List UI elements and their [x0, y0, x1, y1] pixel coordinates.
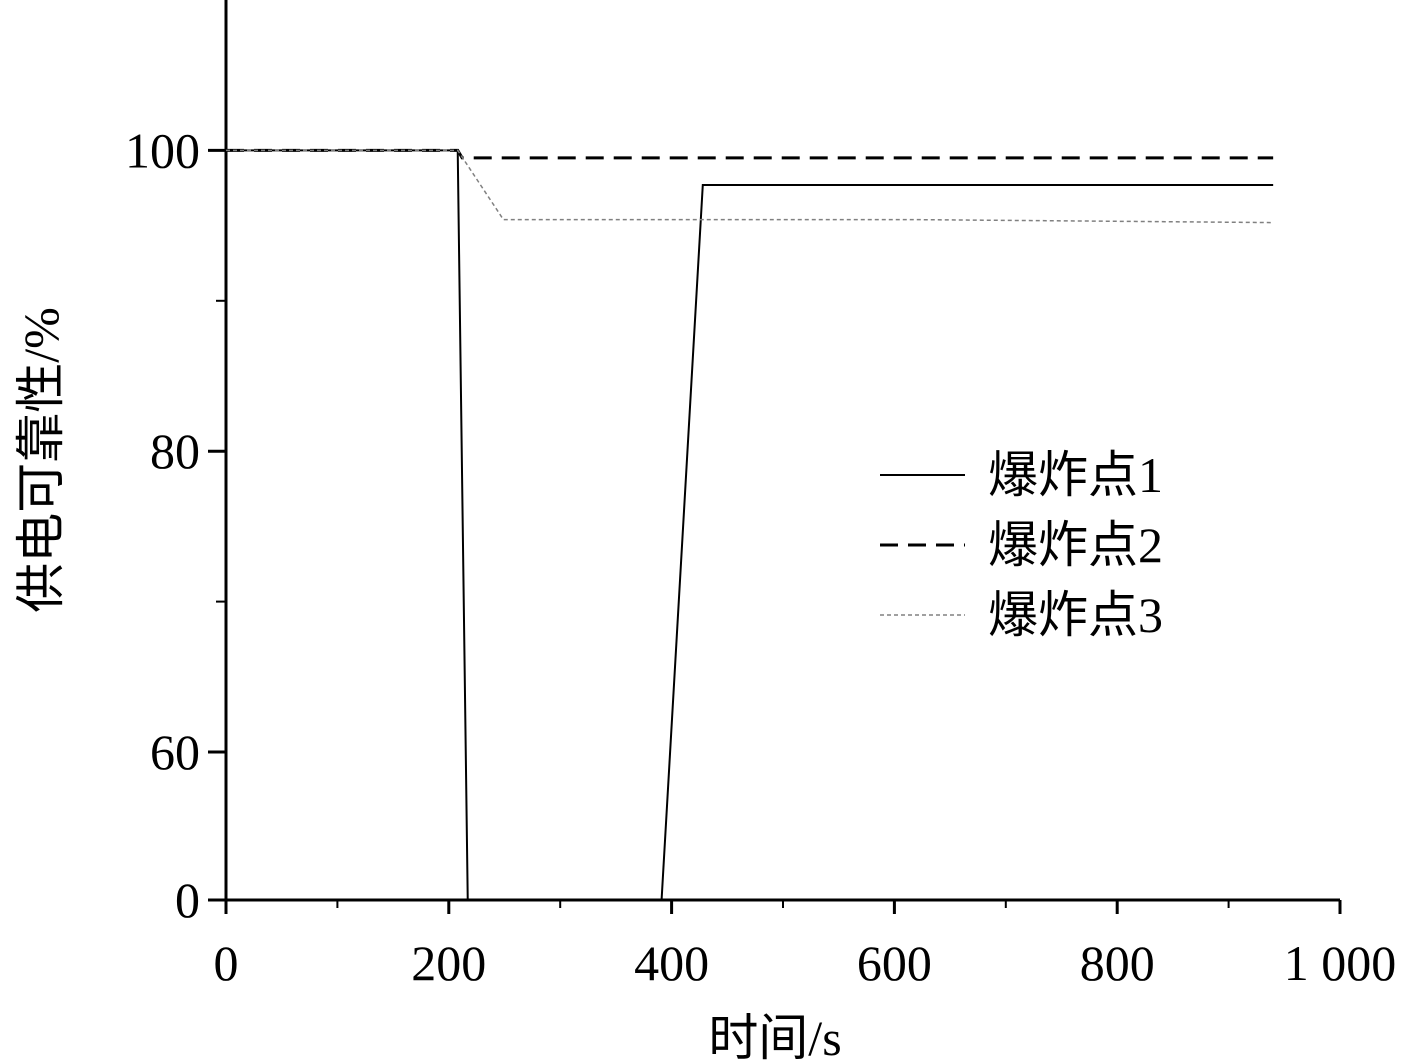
y-tick-label: 0 [175, 872, 200, 928]
x-tick-label: 200 [411, 935, 486, 991]
y-axis-label: 供电可靠性/% [13, 307, 69, 613]
x-axis-label: 时间/s [708, 1010, 841, 1063]
x-tick-label: 0 [214, 935, 239, 991]
line-series [226, 149, 1274, 901]
y-tick-label: 80 [150, 423, 200, 479]
y-tick-label: 60 [150, 724, 200, 780]
legend-label: 爆炸点2 [988, 517, 1163, 573]
line-series [226, 149, 1274, 224]
x-tick-label: 1 000 [1284, 935, 1397, 991]
line-series [226, 148, 1274, 160]
y-tick-label: 100 [125, 122, 200, 178]
legend-label: 爆炸点3 [988, 587, 1163, 643]
x-tick-label: 600 [857, 935, 932, 991]
x-tick-label: 800 [1080, 935, 1155, 991]
x-tick-label: 400 [634, 935, 709, 991]
legend-label: 爆炸点1 [988, 447, 1163, 503]
